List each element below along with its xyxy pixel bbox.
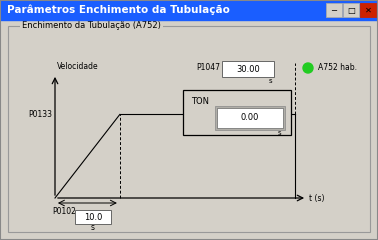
Bar (215, 106, 285, 130)
Bar (217, 108, 283, 128)
Text: Parâmetros Enchimento da Tubulação: Parâmetros Enchimento da Tubulação (7, 5, 230, 15)
Text: 0.00: 0.00 (241, 114, 259, 122)
Bar (360, 3, 376, 17)
Text: □: □ (347, 6, 355, 14)
Text: Velocidade: Velocidade (57, 62, 99, 71)
Bar (8, 26, 370, 232)
Bar (222, 61, 274, 77)
Text: s: s (91, 223, 95, 233)
Circle shape (303, 63, 313, 73)
Text: 10.0: 10.0 (84, 212, 102, 222)
Text: s: s (277, 130, 281, 136)
Bar (326, 3, 342, 17)
Text: t (s): t (s) (309, 193, 324, 203)
Text: s: s (268, 78, 272, 84)
Bar (343, 3, 359, 17)
Text: 30.00: 30.00 (236, 65, 260, 73)
Text: P1047: P1047 (196, 64, 220, 72)
Bar (75, 210, 111, 224)
Bar (183, 90, 291, 135)
Text: Enchimento da Tubulação (A752): Enchimento da Tubulação (A752) (22, 22, 161, 30)
Text: ✕: ✕ (364, 6, 372, 14)
Bar (0, 0, 378, 20)
Text: P0133: P0133 (28, 110, 52, 119)
Text: ─: ─ (332, 6, 336, 14)
Text: TON: TON (191, 97, 209, 107)
Text: P0102: P0102 (52, 208, 76, 216)
Text: A752 hab.: A752 hab. (318, 64, 357, 72)
